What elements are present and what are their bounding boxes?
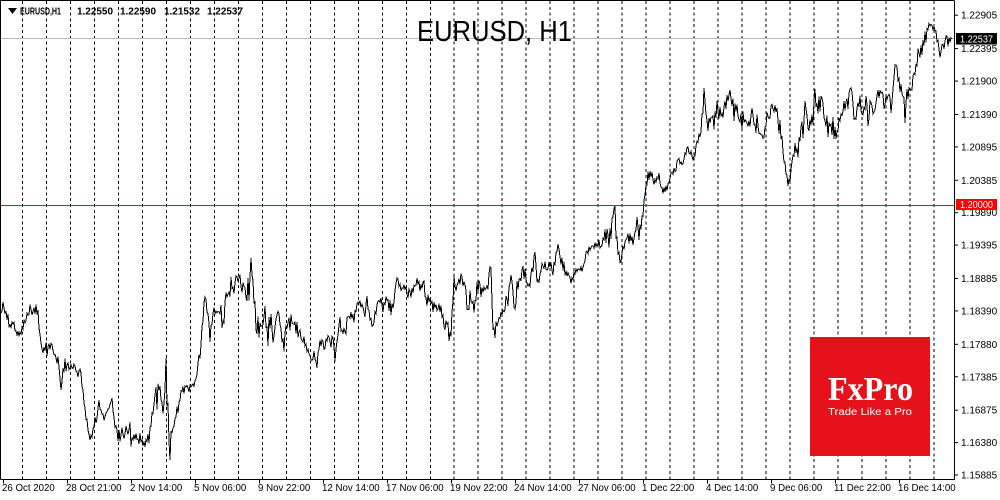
svg-text:12 Nov 14:00: 12 Nov 14:00 [322,483,380,494]
svg-text:9 Nov 22:00: 9 Nov 22:00 [258,483,311,494]
svg-text:1.20385: 1.20385 [961,176,998,187]
svg-text:1.15885: 1.15885 [961,471,998,482]
svg-text:1.16380: 1.16380 [961,438,998,449]
svg-text:1.22537: 1.22537 [960,35,993,46]
svg-text:4 Dec 14:00: 4 Dec 14:00 [706,483,759,494]
svg-text:11 Dec 22:00: 11 Dec 22:00 [834,483,892,494]
svg-text:1.21900: 1.21900 [961,77,998,88]
svg-text:EURUSD, H1: EURUSD, H1 [417,16,572,48]
svg-text:1.22905: 1.22905 [961,11,998,22]
svg-text:1.18390: 1.18390 [961,306,998,317]
svg-text:1.20000: 1.20000 [960,200,994,211]
svg-text:Trade Like a Pro: Trade Like a Pro [828,406,912,418]
svg-text:28 Oct 21:00: 28 Oct 21:00 [66,483,122,494]
svg-text:9 Dec 06:00: 9 Dec 06:00 [770,483,823,494]
svg-text:1.16875: 1.16875 [961,406,998,417]
svg-text:17 Nov 06:00: 17 Nov 06:00 [386,483,444,494]
svg-text:1 Dec 22:00: 1 Dec 22:00 [642,483,695,494]
svg-text:1.21390: 1.21390 [961,110,998,121]
svg-text:5 Nov 06:00: 5 Nov 06:00 [194,483,247,494]
svg-text:FxPro: FxPro [828,371,913,408]
svg-text:27 Nov 06:00: 27 Nov 06:00 [578,483,636,494]
svg-text:16 Dec 14:00: 16 Dec 14:00 [898,483,956,494]
svg-text:2 Nov 14:00: 2 Nov 14:00 [130,483,183,494]
svg-text:24 Nov 14:00: 24 Nov 14:00 [514,483,572,494]
svg-text:1.18885: 1.18885 [961,274,998,285]
svg-text:1.22395: 1.22395 [961,44,998,55]
svg-text:19 Nov 22:00: 19 Nov 22:00 [450,483,508,494]
svg-text:26 Oct 2020: 26 Oct 2020 [2,483,55,494]
svg-text:1.19395: 1.19395 [961,241,998,252]
svg-text:1.17880: 1.17880 [961,340,998,351]
svg-text:1.19890: 1.19890 [961,208,998,219]
svg-text:1.20895: 1.20895 [961,142,998,153]
svg-text:1.17385: 1.17385 [961,372,998,383]
